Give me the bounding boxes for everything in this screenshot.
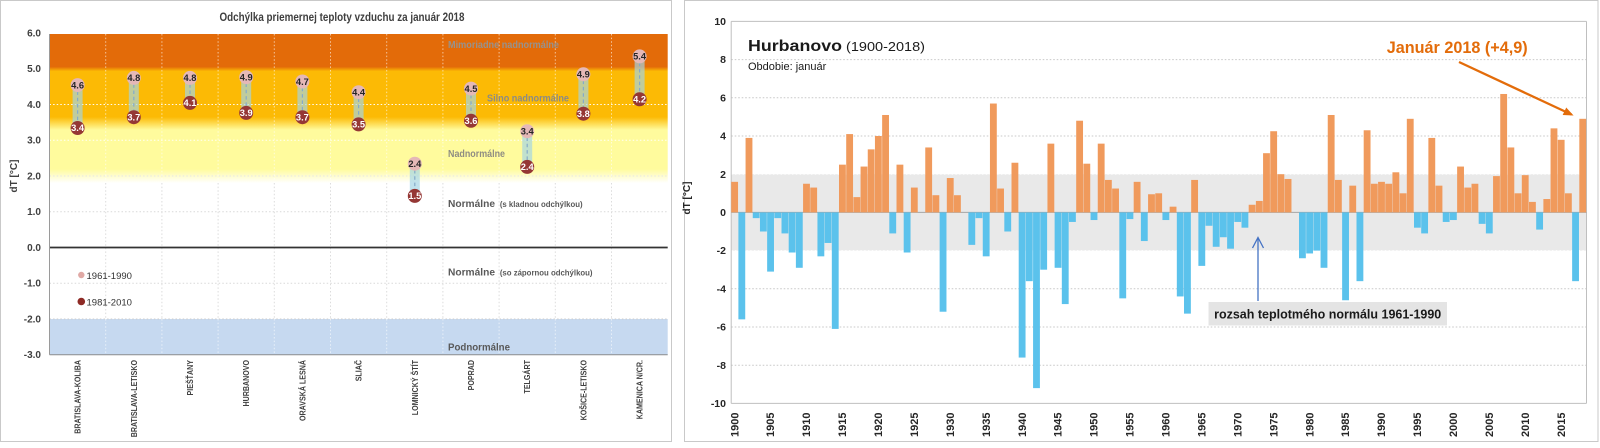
svg-text:2.4: 2.4	[521, 162, 535, 172]
svg-text:2.0: 2.0	[27, 171, 41, 182]
svg-text:KOŠICE-LETISKO: KOŠICE-LETISKO	[577, 360, 588, 421]
svg-text:6: 6	[720, 92, 726, 104]
svg-text:1950: 1950	[1089, 413, 1101, 437]
svg-text:1910: 1910	[801, 413, 813, 437]
svg-text:Hurbanovo: Hurbanovo	[748, 38, 842, 55]
svg-text:2010: 2010	[1520, 413, 1532, 437]
svg-text:3.9: 3.9	[240, 108, 253, 118]
svg-text:-1.0: -1.0	[24, 279, 42, 290]
svg-text:HURBANOVO: HURBANOVO	[241, 360, 251, 407]
svg-text:dT [°C]: dT [°C]	[682, 182, 693, 215]
svg-text:4.8: 4.8	[184, 73, 197, 83]
svg-text:Normálne (s kladnou odchýlkou): Normálne (s kladnou odchýlkou)	[448, 199, 583, 210]
svg-text:(1900-2018): (1900-2018)	[846, 39, 925, 54]
svg-text:3.0: 3.0	[27, 136, 41, 147]
svg-text:ORAVSKÁ LESNÁ: ORAVSKÁ LESNÁ	[297, 360, 307, 421]
svg-text:Nadnormálne: Nadnormálne	[448, 149, 505, 160]
svg-text:1920: 1920	[873, 413, 885, 437]
svg-text:1.5: 1.5	[408, 191, 421, 201]
svg-text:1925: 1925	[909, 413, 921, 437]
svg-text:BRATISLAVA-LETISKO: BRATISLAVA-LETISKO	[129, 360, 139, 438]
svg-text:1965: 1965	[1197, 413, 1209, 437]
svg-text:1.0: 1.0	[27, 207, 41, 218]
svg-text:BRATISLAVA-KOLIBA: BRATISLAVA-KOLIBA	[73, 360, 83, 434]
svg-text:0: 0	[720, 207, 726, 219]
svg-text:4.9: 4.9	[240, 73, 253, 83]
svg-text:4.2: 4.2	[633, 95, 646, 105]
svg-text:3.7: 3.7	[127, 113, 140, 123]
svg-text:4.6: 4.6	[71, 80, 84, 90]
svg-text:-6: -6	[717, 322, 726, 334]
svg-text:-4: -4	[717, 283, 726, 295]
svg-text:2015: 2015	[1556, 413, 1568, 437]
svg-text:1970: 1970	[1232, 413, 1244, 437]
svg-text:4: 4	[720, 131, 726, 143]
svg-text:-8: -8	[717, 360, 726, 372]
svg-text:1975: 1975	[1268, 413, 1280, 437]
svg-text:5.4: 5.4	[633, 52, 647, 62]
svg-text:KAMENICA N/CR.: KAMENICA N/CR.	[635, 360, 645, 419]
svg-text:4.7: 4.7	[296, 77, 309, 87]
svg-text:1985: 1985	[1340, 413, 1352, 437]
svg-text:1980: 1980	[1304, 413, 1316, 437]
svg-text:3.8: 3.8	[577, 109, 590, 119]
svg-text:-2.0: -2.0	[24, 314, 42, 325]
svg-text:1961-1990: 1961-1990	[87, 271, 132, 282]
svg-text:2000: 2000	[1448, 413, 1460, 437]
svg-text:Odchýlka priemernej teploty vz: Odchýlka priemernej teploty vzduchu za j…	[220, 12, 466, 24]
svg-text:LOMNICKÝ ŠTÍT: LOMNICKÝ ŠTÍT	[409, 359, 420, 415]
svg-text:1995: 1995	[1412, 413, 1424, 437]
svg-text:1990: 1990	[1376, 413, 1388, 437]
svg-text:-10: -10	[711, 398, 726, 410]
svg-text:4.4: 4.4	[352, 88, 366, 98]
svg-text:3.4: 3.4	[71, 123, 85, 133]
svg-text:8: 8	[720, 54, 726, 66]
svg-text:1960: 1960	[1161, 413, 1173, 437]
svg-text:3.5: 3.5	[352, 120, 365, 130]
svg-text:4.1: 4.1	[184, 98, 197, 108]
svg-text:2005: 2005	[1484, 413, 1496, 437]
svg-text:4.5: 4.5	[465, 84, 478, 94]
svg-text:rozsah teplotmého normálu 1961: rozsah teplotmého normálu 1961-1990	[1214, 308, 1441, 322]
svg-text:TELGÁRT: TELGÁRT	[522, 359, 532, 393]
svg-text:3.4: 3.4	[521, 127, 535, 137]
svg-text:10: 10	[714, 16, 726, 28]
svg-text:1940: 1940	[1017, 413, 1029, 437]
svg-text:Mimoriadne nadnormálne: Mimoriadne nadnormálne	[448, 40, 559, 51]
svg-text:1930: 1930	[945, 413, 957, 437]
svg-text:1915: 1915	[837, 413, 849, 437]
svg-text:1981-2010: 1981-2010	[87, 297, 132, 308]
svg-text:5.0: 5.0	[27, 64, 41, 75]
svg-text:2: 2	[720, 169, 726, 181]
svg-text:4.0: 4.0	[27, 100, 41, 111]
svg-text:6.0: 6.0	[27, 28, 41, 39]
svg-text:1905: 1905	[765, 413, 777, 437]
svg-text:SLIAČ: SLIAČ	[353, 360, 364, 381]
svg-text:1935: 1935	[981, 413, 993, 437]
svg-text:-3.0: -3.0	[24, 350, 42, 361]
svg-text:POPRAD: POPRAD	[466, 360, 476, 390]
svg-text:Obdobie: január: Obdobie: január	[748, 61, 827, 73]
svg-text:PIEŠŤANY: PIEŠŤANY	[184, 360, 195, 396]
svg-text:3.7: 3.7	[296, 113, 309, 123]
svg-text:Normálne (so zápornou odchýlko: Normálne (so zápornou odchýlkou)	[448, 268, 593, 279]
svg-text:1945: 1945	[1053, 413, 1065, 437]
svg-text:2.4: 2.4	[408, 159, 422, 169]
svg-text:4.8: 4.8	[127, 73, 140, 83]
svg-text:Silno nadnormálne: Silno nadnormálne	[487, 94, 569, 105]
svg-text:-2: -2	[717, 245, 726, 257]
svg-text:1955: 1955	[1125, 413, 1137, 437]
svg-text:3.6: 3.6	[465, 116, 478, 126]
svg-text:Január 2018 (+4,9): Január 2018 (+4,9)	[1387, 39, 1528, 57]
svg-text:Podnormálne: Podnormálne	[448, 343, 510, 354]
svg-text:1900: 1900	[729, 413, 741, 437]
svg-text:0.0: 0.0	[27, 243, 41, 254]
svg-text:dT [°C]: dT [°C]	[9, 160, 20, 193]
svg-text:4.9: 4.9	[577, 70, 590, 80]
